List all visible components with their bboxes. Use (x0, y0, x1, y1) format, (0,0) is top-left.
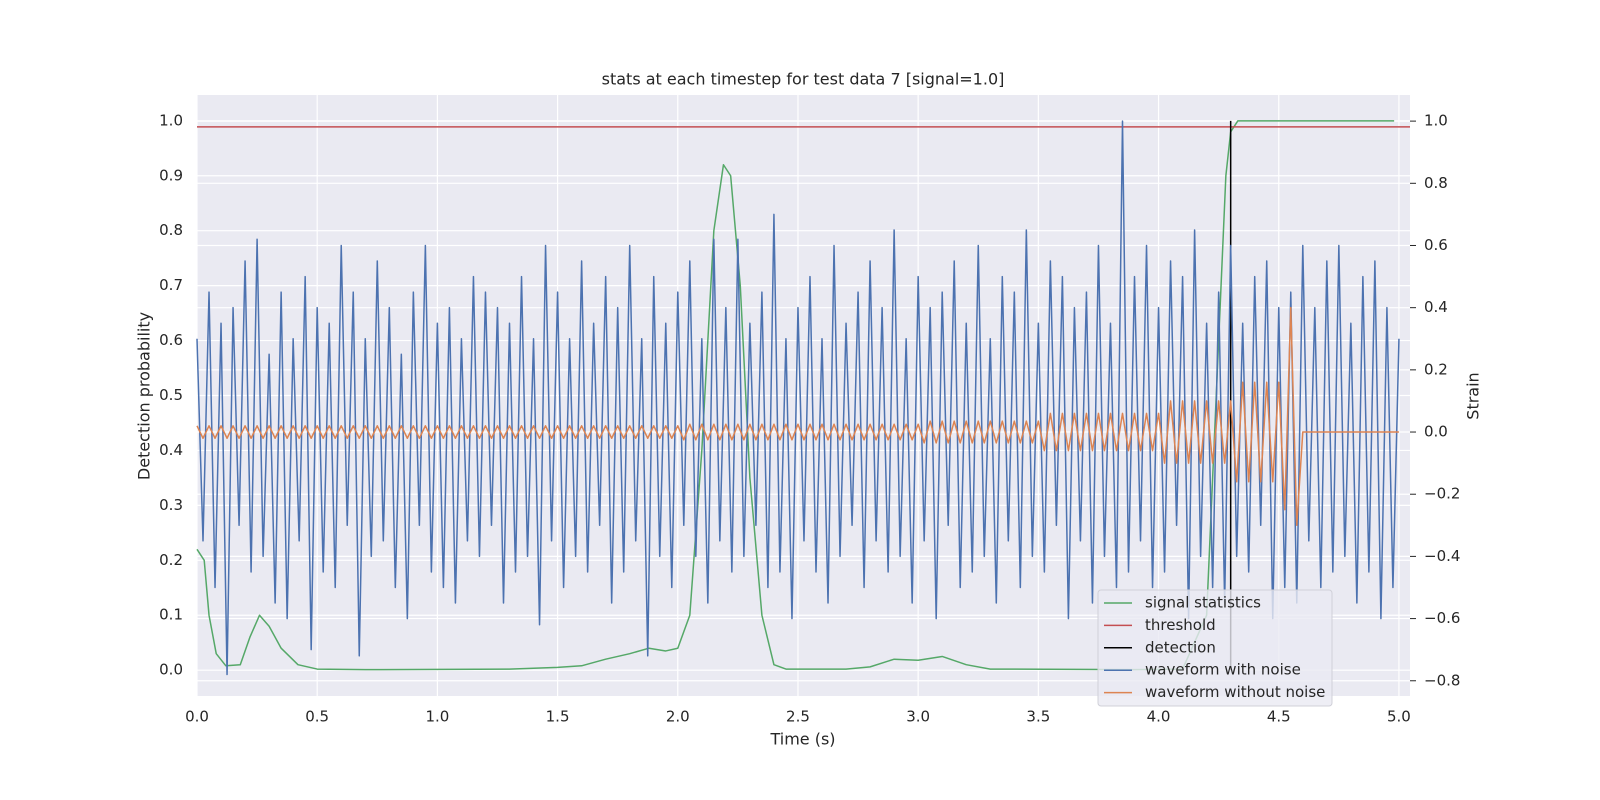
x-tick-label: 2.0 (666, 708, 690, 726)
legend: signal statistics threshold detection wavef… (1097, 589, 1333, 707)
series-line (196, 120, 1395, 671)
x-tick-label: 5.0 (1387, 708, 1411, 726)
x-tick-label: 4.5 (1267, 708, 1291, 726)
series-line (196, 306, 1399, 527)
legend-label: waveform without noise (1145, 683, 1325, 701)
y2-axis-label: Strain (1464, 372, 1483, 419)
y2-tick-label: 0.6 (1424, 236, 1448, 254)
y-tick-label: 0.9 (159, 166, 183, 184)
y2-tick-label: 0.4 (1424, 298, 1448, 316)
legend-label: signal statistics (1145, 594, 1261, 612)
y2-tick-label: −0.6 (1424, 609, 1460, 627)
y2-tick-label: 0.0 (1424, 423, 1448, 441)
y-tick-label: 0.0 (159, 661, 183, 679)
x-tick-label: 0.5 (305, 708, 329, 726)
legend-label: threshold (1145, 616, 1216, 634)
x-tick-label: 1.5 (546, 708, 570, 726)
y-tick-label: 0.8 (159, 221, 183, 239)
y-axis-label: Detection probability (135, 312, 154, 480)
ticks: 0.0 0.5 1.0 1.5 2.0 2.5 3.0 3.5 4.0 4.5 5.0 0.0 0.1 0… (159, 111, 1460, 725)
y-tick-label: 0.7 (159, 276, 183, 294)
x-tick-label: 3.5 (1026, 708, 1050, 726)
y2-tick-label: −0.8 (1424, 671, 1460, 689)
x-tick-label: 1.0 (425, 708, 449, 726)
y-tick-label: 0.3 (159, 496, 183, 514)
y-tick-label: 0.6 (159, 331, 183, 349)
x-tick-label: 3.0 (906, 708, 930, 726)
y-tick-label: 1.0 (159, 111, 183, 129)
x-tick-label: 0.0 (185, 708, 209, 726)
y-tick-label: 0.5 (159, 386, 183, 404)
x-axis-label: Time (s) (769, 730, 835, 749)
y-tick-label: 0.2 (159, 551, 183, 569)
y2-tick-label: −0.4 (1424, 547, 1460, 565)
y2-tick-label: 0.2 (1424, 360, 1448, 378)
y2-tick-label: 0.8 (1424, 174, 1448, 192)
x-tick-label: 2.5 (786, 708, 810, 726)
y-tick-label: 0.4 (159, 441, 183, 459)
y2-tick-label: 1.0 (1424, 112, 1448, 130)
y2-tick-label: −0.2 (1424, 485, 1460, 503)
chart-title: stats at each timestep for test data 7 [… (602, 70, 1005, 89)
x-tick-label: 4.0 (1147, 708, 1171, 726)
legend-box (1097, 589, 1333, 707)
legend-label: waveform with noise (1145, 661, 1301, 679)
lines (196, 120, 1410, 676)
y-tick-label: 0.1 (159, 606, 183, 624)
legend-label: detection (1145, 638, 1216, 656)
